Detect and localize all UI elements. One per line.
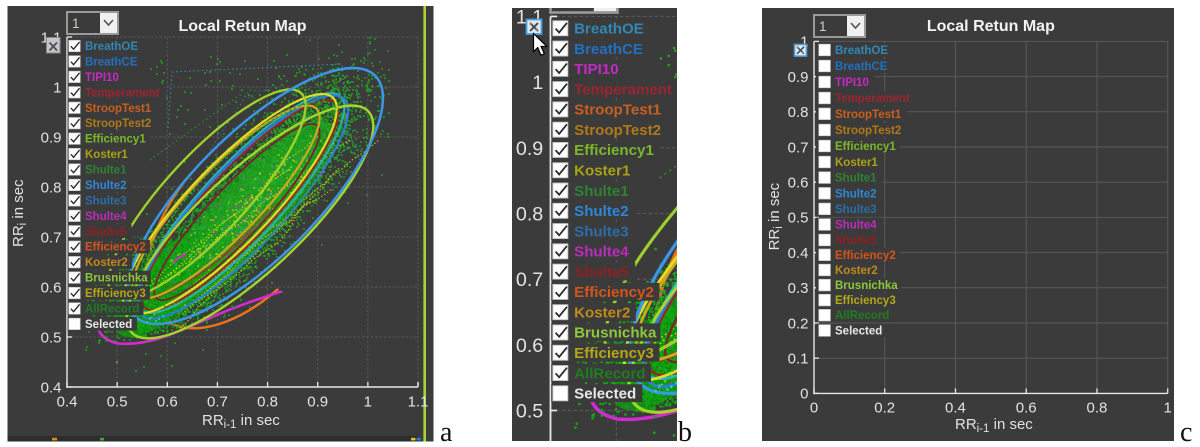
svg-text:0.6: 0.6 — [1016, 399, 1037, 416]
svg-text:Shulte4: Shulte4 — [835, 220, 877, 232]
svg-text:1: 1 — [800, 34, 808, 51]
svg-text:Temperament: Temperament — [835, 93, 910, 105]
svg-text:0.8: 0.8 — [1087, 399, 1108, 416]
svg-text:Efficiency2: Efficiency2 — [835, 250, 896, 262]
svg-text:Efficiency3: Efficiency3 — [835, 295, 896, 307]
svg-text:0: 0 — [800, 386, 808, 403]
svg-text:Local Retun Map: Local Retun Map — [927, 18, 1055, 35]
svg-text:Koster1: Koster1 — [835, 157, 878, 169]
svg-text:0.7: 0.7 — [788, 139, 809, 156]
svg-text:0.4: 0.4 — [788, 245, 809, 262]
svg-text:0.9: 0.9 — [788, 69, 809, 86]
svg-text:1: 1 — [819, 19, 827, 34]
svg-text:0: 0 — [810, 399, 818, 416]
svg-text:Koster2: Koster2 — [835, 265, 878, 277]
svg-text:0.6: 0.6 — [788, 175, 809, 192]
svg-text:a: a — [440, 417, 453, 447]
svg-text:AllRecord: AllRecord — [835, 310, 889, 322]
svg-text:Selected: Selected — [835, 326, 882, 338]
svg-text:BreathOE: BreathOE — [835, 45, 888, 57]
svg-text:RRi-1 in sec: RRi-1 in sec — [955, 416, 1033, 435]
svg-text:Shulte2: Shulte2 — [835, 188, 877, 200]
svg-text:Shulte5: Shulte5 — [835, 235, 877, 247]
svg-text:Shulte3: Shulte3 — [835, 204, 877, 216]
svg-text:0.2: 0.2 — [874, 399, 895, 416]
svg-text:RRi in sec: RRi in sec — [766, 182, 785, 250]
svg-text:Shulte1: Shulte1 — [835, 173, 877, 185]
svg-text:0.2: 0.2 — [788, 315, 809, 332]
svg-text:0.1: 0.1 — [788, 351, 809, 368]
svg-text:0.8: 0.8 — [788, 104, 809, 121]
svg-text:StroopTest2: StroopTest2 — [835, 125, 901, 137]
svg-text:c: c — [1180, 417, 1192, 447]
svg-text:Efficiency1: Efficiency1 — [835, 141, 896, 153]
svg-text:0.3: 0.3 — [788, 280, 809, 297]
svg-text:BreathCE: BreathCE — [835, 61, 888, 73]
svg-text:1: 1 — [1164, 399, 1172, 416]
svg-text:b: b — [678, 417, 692, 447]
svg-text:TIPI10: TIPI10 — [835, 77, 869, 89]
svg-text:0.5: 0.5 — [788, 210, 809, 227]
svg-text:StroopTest1: StroopTest1 — [835, 109, 902, 121]
svg-text:0.4: 0.4 — [945, 399, 966, 416]
svg-text:Brusnichka: Brusnichka — [835, 280, 898, 292]
